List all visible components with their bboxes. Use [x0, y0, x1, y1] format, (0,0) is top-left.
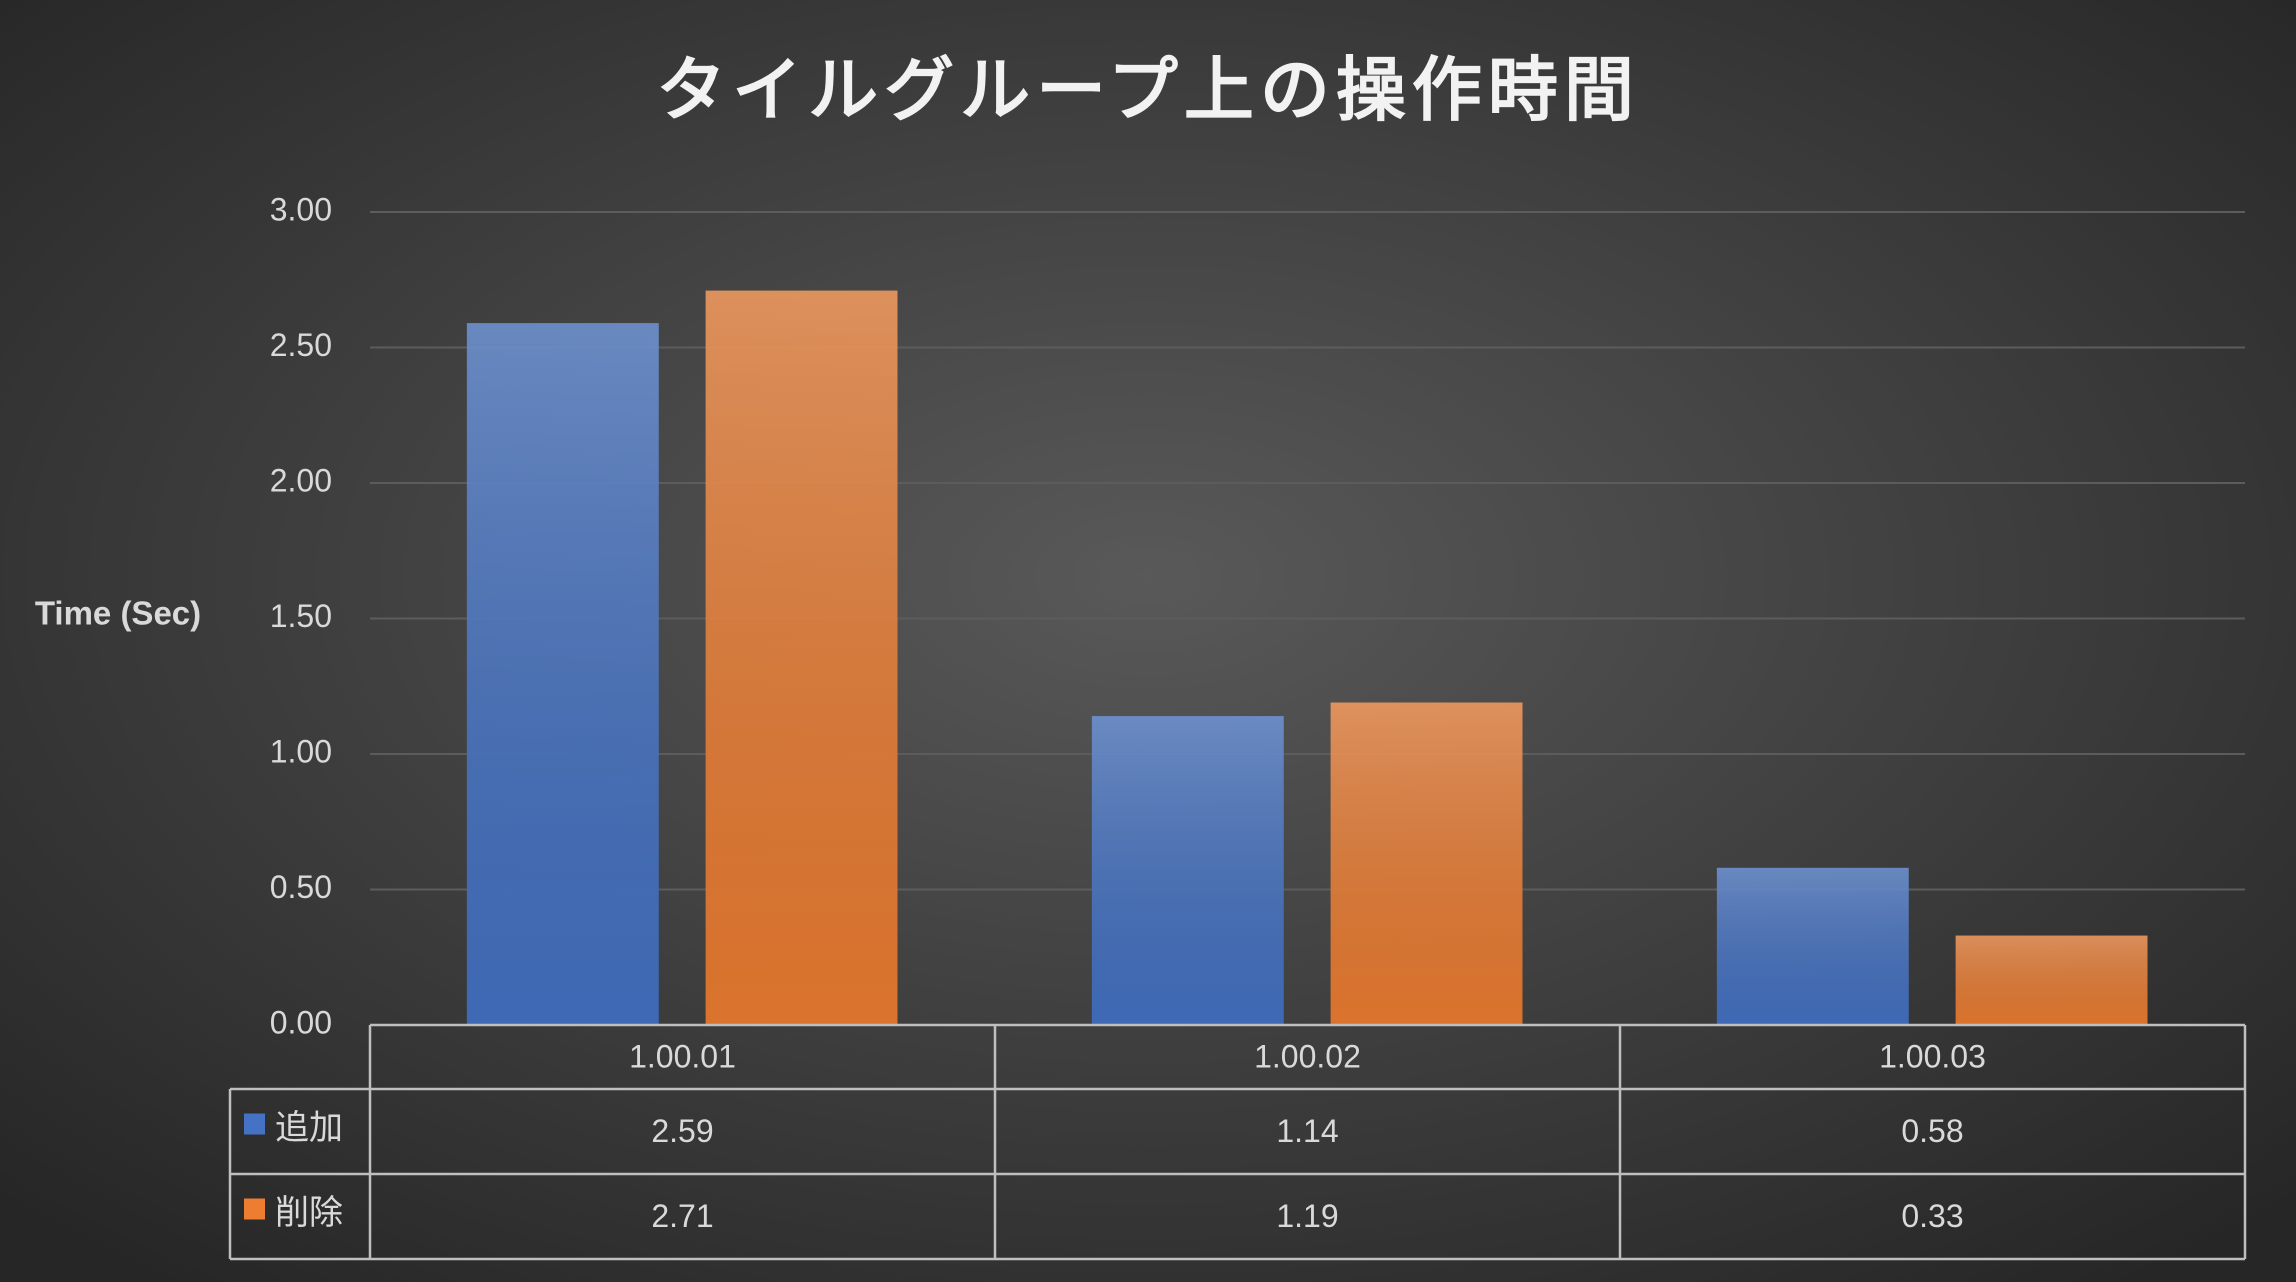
table-value: 1.19: [1276, 1198, 1338, 1234]
y-tick-label: 2.50: [270, 327, 332, 363]
table-value: 2.71: [651, 1198, 713, 1234]
legend-label: 追加: [275, 1108, 343, 1148]
x-tick-label: 1.00.02: [1254, 1038, 1361, 1074]
y-tick-label: 0.50: [270, 869, 332, 905]
bar-shine: [705, 290, 898, 1026]
table-value: 0.58: [1901, 1113, 1963, 1149]
bar-shine: [466, 323, 659, 1025]
y-tick-label: 3.00: [270, 191, 332, 227]
legend-key: [244, 1198, 265, 1220]
table-value: 1.14: [1276, 1113, 1338, 1149]
legend-key: [244, 1113, 265, 1135]
legend-label: 削除: [275, 1193, 343, 1233]
x-tick-label: 1.00.01: [629, 1038, 736, 1074]
bar-shine: [1091, 716, 1284, 1025]
y-tick-label: 0.00: [270, 1004, 332, 1040]
y-tick-label: 1.50: [270, 598, 332, 634]
y-axis-label: Time (Sec): [35, 595, 201, 632]
table-value: 2.59: [651, 1113, 713, 1149]
x-tick-label: 1.00.03: [1879, 1038, 1986, 1074]
bar-shine: [1716, 867, 1909, 1025]
table-value: 0.33: [1901, 1198, 1963, 1234]
y-tick-label: 2.00: [270, 462, 332, 498]
chart-title: タイルグループ上の操作時間: [656, 49, 1640, 131]
bar-shine: [1330, 702, 1523, 1025]
bar-shine: [1955, 935, 2148, 1025]
y-tick-label: 1.00: [270, 733, 332, 769]
